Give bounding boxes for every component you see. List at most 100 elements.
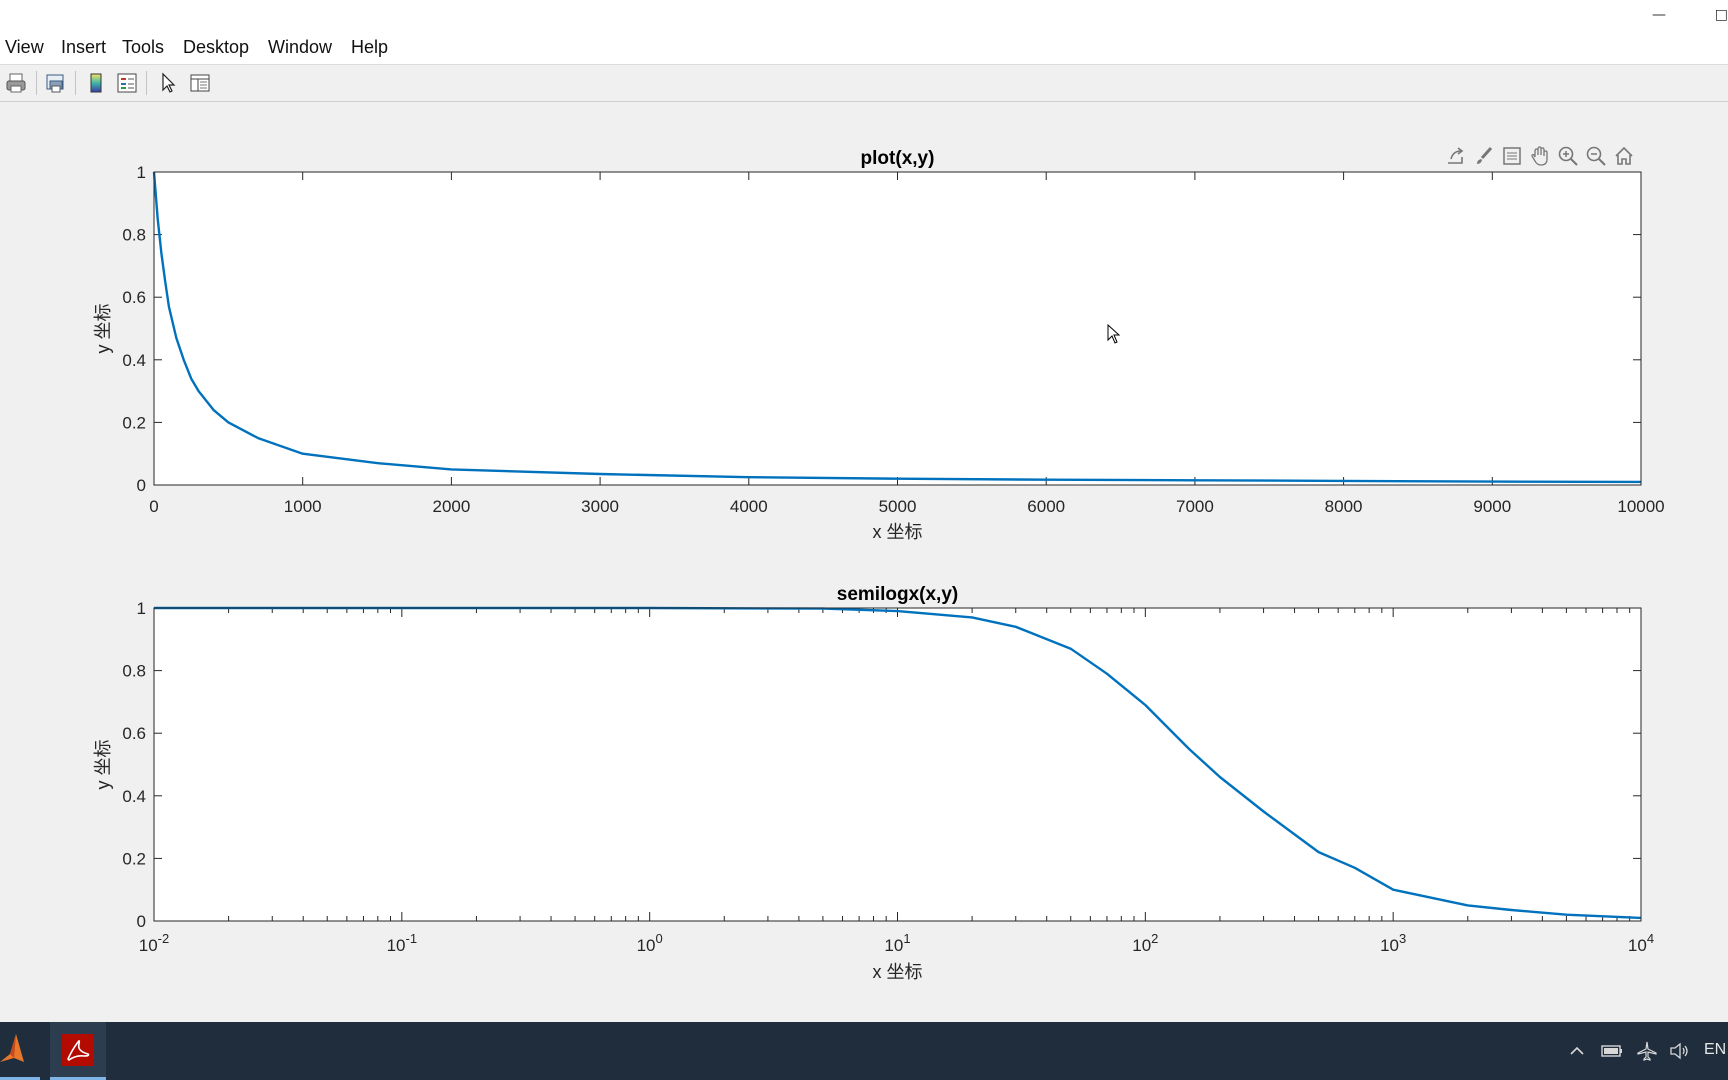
x-tick-label: 101 — [884, 931, 910, 955]
y-tick-label: 1 — [137, 163, 146, 182]
taskbar: EN — [0, 1022, 1728, 1080]
print-button[interactable] — [2, 69, 30, 97]
series-line — [152, 171, 1642, 484]
pan-button[interactable] — [1527, 142, 1553, 170]
home-button[interactable] — [1611, 142, 1637, 170]
x-tick-label-base: 10 — [1380, 936, 1399, 955]
menu-bar: View Insert Tools Desktop Window Help — [0, 30, 1728, 65]
x-tick-label: 3000 — [581, 497, 619, 516]
chevron-up-icon — [1570, 1046, 1584, 1055]
menu-help[interactable]: Help — [351, 37, 389, 57]
x-tick-label: 10-1 — [387, 931, 417, 955]
y-tick-label: 0.2 — [122, 849, 146, 868]
y-tick-label: 0.6 — [122, 724, 146, 743]
x-tick-label: 6000 — [1027, 497, 1065, 516]
pointer-icon — [162, 72, 176, 93]
battery-icon — [1601, 1045, 1622, 1057]
menu-window[interactable]: Window — [268, 37, 333, 57]
x-tick-label-exponent: -1 — [406, 931, 418, 946]
toolbar-separator — [146, 71, 147, 95]
property-editor-button[interactable] — [186, 69, 214, 97]
acrobat-icon — [62, 1034, 94, 1066]
battery-button[interactable] — [1600, 1042, 1624, 1065]
restore-icon: □ — [1714, 7, 1728, 23]
x-tick-label: 2000 — [432, 497, 470, 516]
menu-tools[interactable]: Tools — [122, 37, 165, 57]
x-tick-label: 7000 — [1176, 497, 1214, 516]
x-tick-label-base: 10 — [637, 936, 656, 955]
x-tick-label-exponent: 2 — [1151, 931, 1158, 946]
x-tick-label: 0 — [149, 497, 158, 516]
x-tick-label: 9000 — [1473, 497, 1511, 516]
plot-area — [154, 172, 1641, 485]
mouse-cursor-icon — [1107, 324, 1121, 344]
export-icon — [1448, 147, 1464, 164]
print-preview-button[interactable] — [41, 69, 69, 97]
axes-1: 0 0.2 0.4 0.6 0.8 1 0 1000 2000 3000 4000 5000 6000 7… — [93, 148, 1665, 542]
zoom-out-icon — [1586, 146, 1606, 166]
x-tick-label-base: 10 — [884, 936, 903, 955]
zoom-in-button[interactable] — [1555, 142, 1581, 170]
x-tick-label: 10-2 — [139, 931, 169, 955]
zoom-out-button[interactable] — [1583, 142, 1609, 170]
colorbar-icon — [90, 73, 102, 93]
plot-area — [154, 608, 1641, 921]
menu-view[interactable]: View — [5, 37, 44, 57]
edit-plot-button[interactable] — [154, 69, 182, 97]
y-tick-label: 0 — [137, 912, 146, 931]
speaker-icon — [1670, 1042, 1688, 1060]
figure-toolbar — [0, 65, 1728, 102]
y-tick-label: 0 — [137, 476, 146, 495]
input-language-indicator[interactable]: EN — [1704, 1041, 1727, 1058]
axes-box — [153, 607, 1642, 922]
x-tick-label: 104 — [1628, 931, 1654, 955]
x-tick-label-exponent: -2 — [158, 931, 170, 946]
volume-button[interactable] — [1668, 1040, 1690, 1067]
export-button[interactable] — [1443, 142, 1469, 170]
y-tick-label: 1 — [137, 599, 146, 618]
data-tips-button[interactable] — [1499, 142, 1525, 170]
y-tick-label: 0.6 — [122, 288, 146, 307]
chart-title: semilogx(x,y) — [837, 584, 958, 605]
restore-button[interactable]: □ — [1682, 0, 1728, 30]
print-preview-icon — [46, 74, 64, 93]
x-tick-label-base: 10 — [1628, 936, 1647, 955]
x-axis-label: x 坐标 — [872, 522, 922, 542]
insert-legend-button[interactable] — [113, 69, 141, 97]
x-tick-label: 4000 — [730, 497, 768, 516]
x-tick-label: 102 — [1132, 931, 1158, 955]
y-tick-label: 0.4 — [122, 351, 146, 370]
brush-button[interactable] — [1471, 142, 1497, 170]
x-tick-label: 100 — [637, 931, 663, 955]
y-axis-label: y 坐标 — [93, 303, 113, 353]
show-hidden-icons-button[interactable] — [1568, 1042, 1586, 1065]
series-line — [154, 606, 1642, 920]
y-tick-label: 0.8 — [122, 226, 146, 245]
airplane-icon — [1637, 1041, 1657, 1061]
axes-toolbar — [1443, 142, 1637, 170]
airplane-mode-button[interactable] — [1636, 1040, 1658, 1067]
insert-colorbar-button[interactable] — [82, 69, 110, 97]
x-tick-label-exponent: 3 — [1399, 931, 1406, 946]
property-editor-icon — [190, 74, 210, 92]
x-tick-label: 8000 — [1325, 497, 1363, 516]
figure-axes-container: 00.20.40.60.810 1000 2000 3000 4000 5000 6000 7… — [93, 148, 1665, 982]
x-tick-label-exponent: 4 — [1647, 931, 1654, 946]
y-axis-label: y 坐标 — [93, 739, 113, 789]
taskbar-matlab-button[interactable] — [0, 1026, 40, 1080]
x-axis-label: x 坐标 — [872, 962, 922, 982]
x-tick-label-base: 10 — [139, 936, 158, 955]
zoom-in-icon — [1558, 146, 1578, 166]
data-tips-icon — [1503, 147, 1521, 165]
pan-icon — [1531, 146, 1548, 166]
menu-insert[interactable]: Insert — [61, 37, 107, 57]
x-tick-label-exponent: 1 — [903, 931, 910, 946]
x-tick-label: 103 — [1380, 931, 1406, 955]
y-tick-label: 0.4 — [122, 787, 146, 806]
title-bar: — □ — [0, 0, 1728, 30]
menu-desktop[interactable]: Desktop — [183, 37, 250, 57]
y-tick-label: 0.8 — [122, 662, 146, 681]
minimize-button[interactable]: — — [1636, 0, 1682, 30]
taskbar-acrobat-button[interactable] — [50, 1022, 106, 1080]
